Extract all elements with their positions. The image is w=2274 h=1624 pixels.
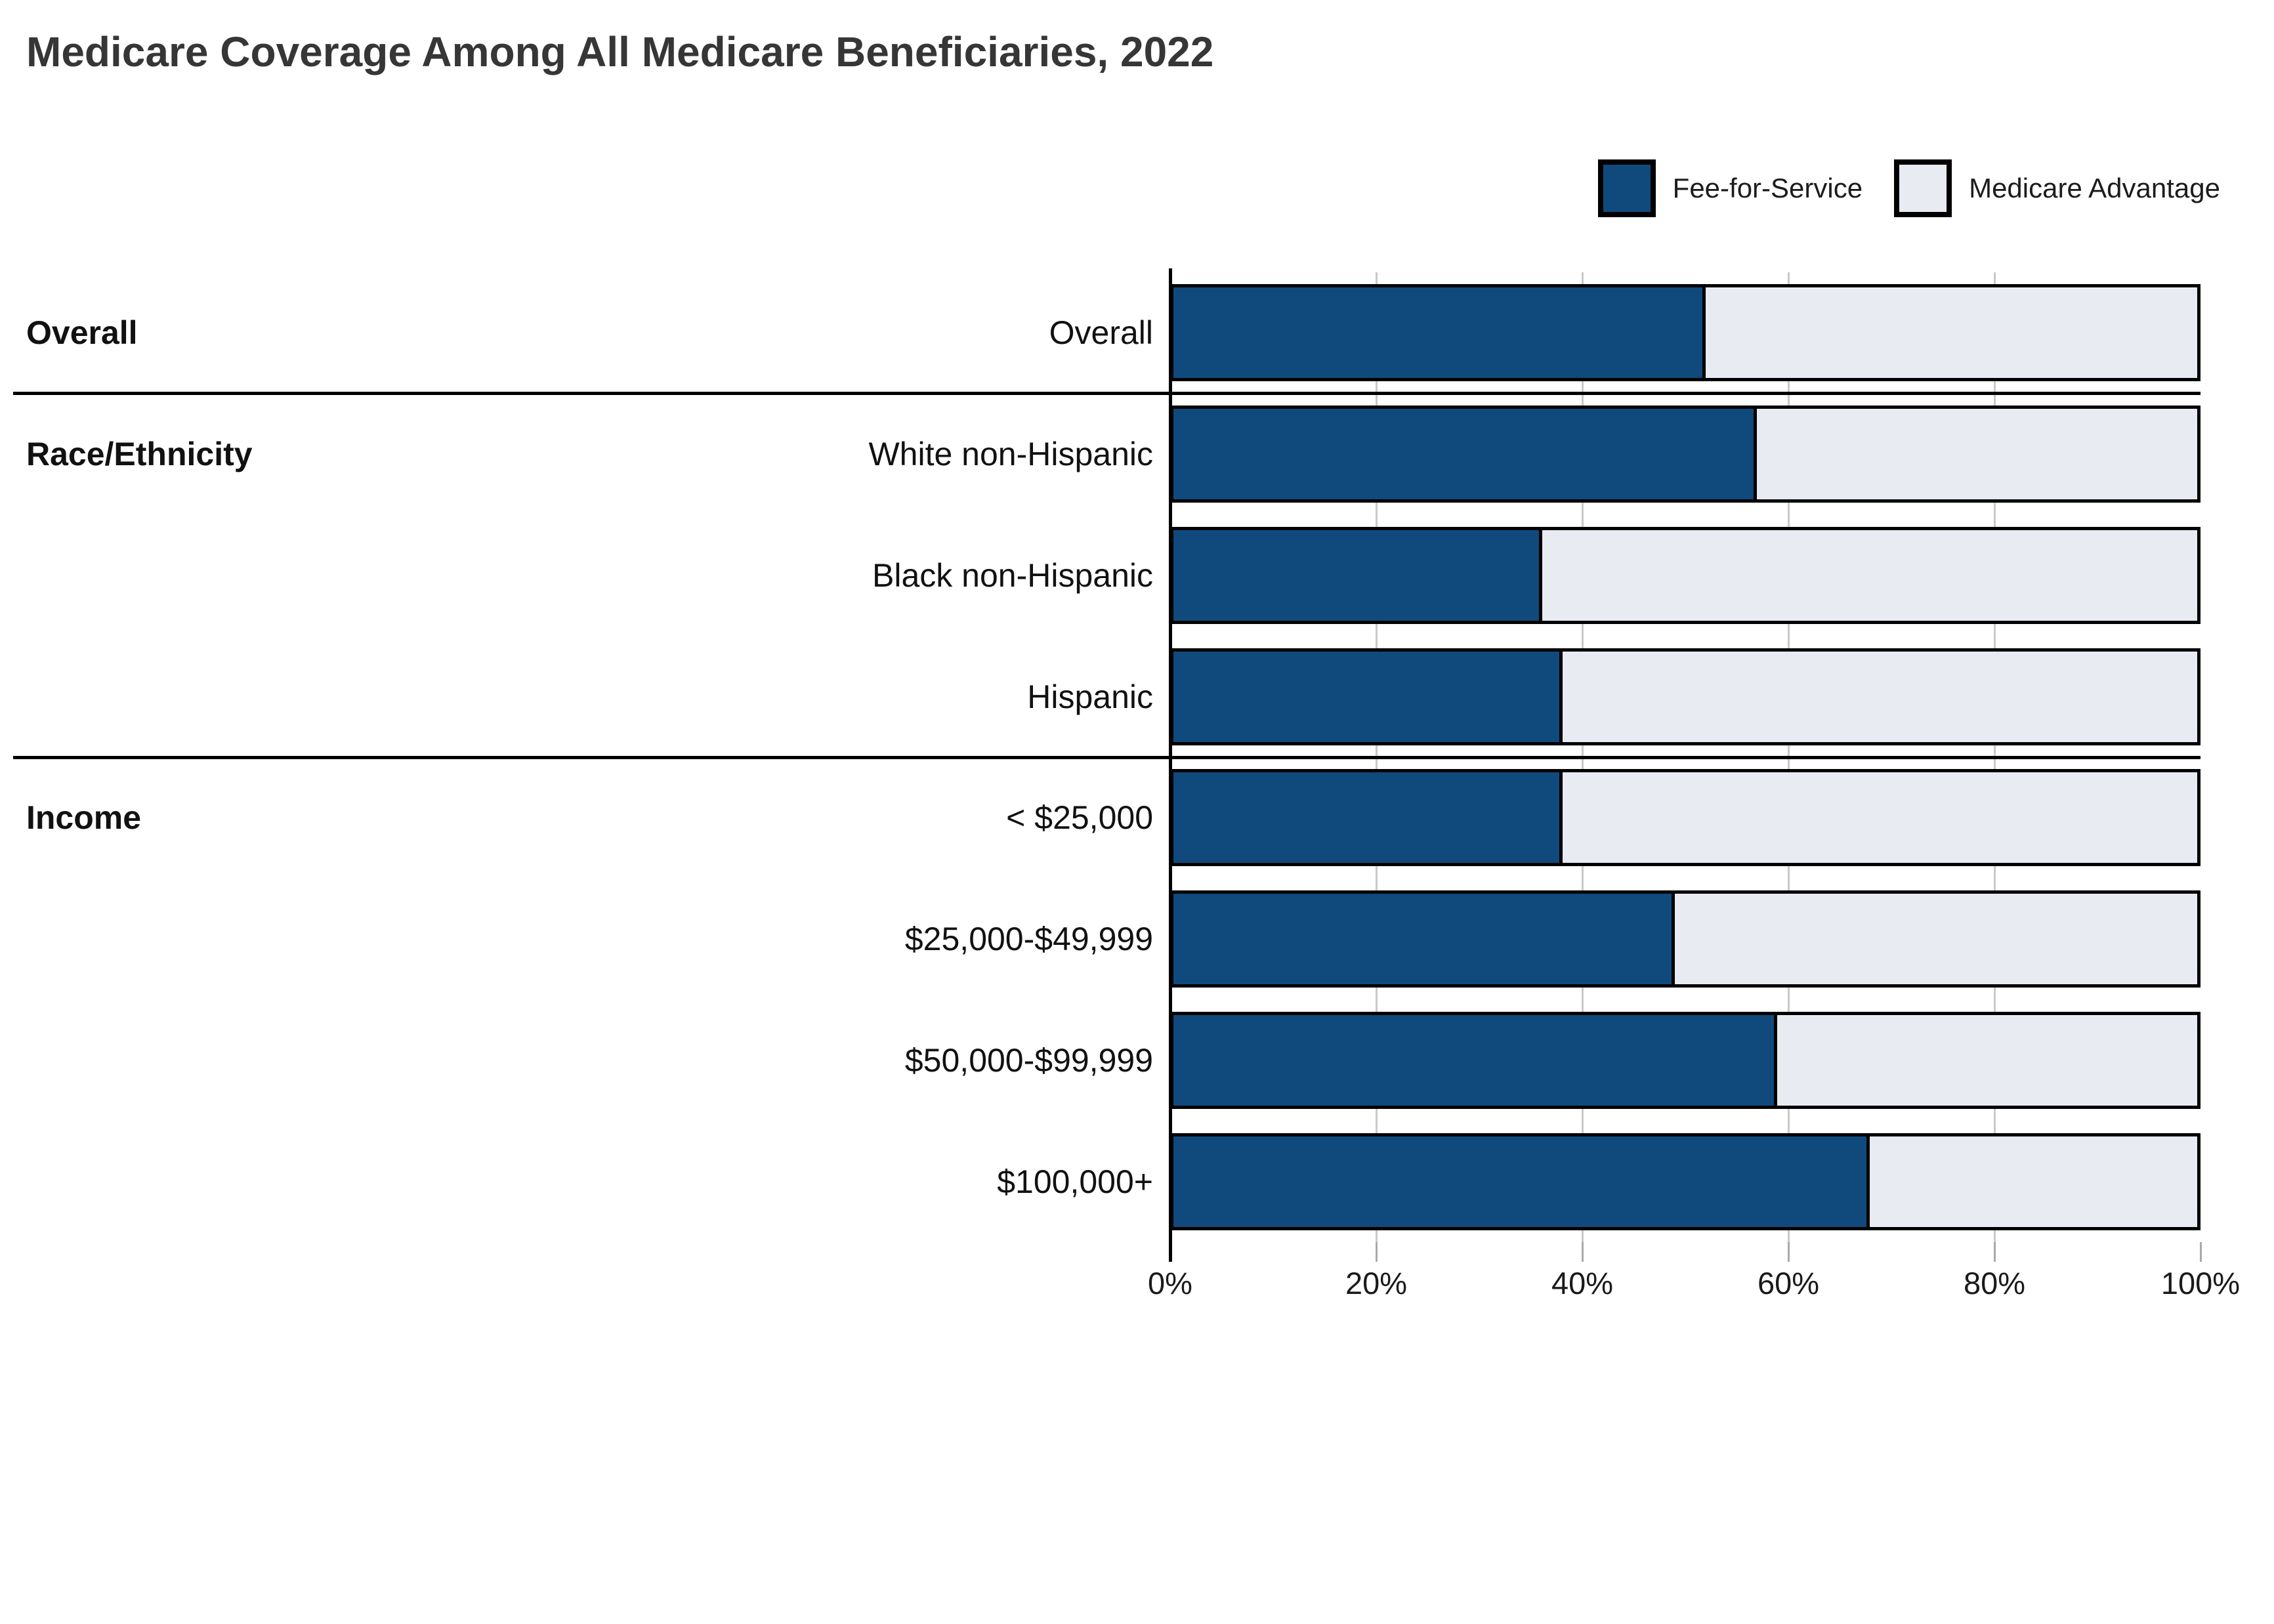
stacked-bar xyxy=(1170,526,2200,624)
chart-row: Hispanic xyxy=(0,648,2200,745)
bar-segment-medicare-advantage xyxy=(1562,772,2197,864)
bar-segment-fee-for-service xyxy=(1173,772,1563,864)
stacked-bar xyxy=(1170,284,2200,382)
chart-title: Medicare Coverage Among All Medicare Ben… xyxy=(26,28,1214,75)
chart-row: $25,000-$49,999 xyxy=(0,890,2200,988)
bar-segment-fee-for-service xyxy=(1173,530,1542,621)
x-axis-tick xyxy=(1168,1242,1172,1262)
bar-segment-fee-for-service xyxy=(1173,1136,1870,1227)
chart-canvas: Overall Overall Race/Ethnicity White non-Hi… xyxy=(0,268,2274,1348)
group-header-race-ethnicity: Race/Ethnicity xyxy=(26,436,253,473)
row-label: Overall xyxy=(1049,314,1153,352)
legend-swatch-medicare-advantage xyxy=(1894,159,1952,217)
stacked-bar xyxy=(1170,648,2200,745)
x-axis-tick xyxy=(2199,1242,2202,1262)
stacked-bar xyxy=(1170,1133,2200,1230)
bar-segment-medicare-advantage xyxy=(1542,530,2197,621)
chart-row: < $25,000 xyxy=(0,769,2200,867)
row-label: $100,000+ xyxy=(997,1163,1153,1200)
row-label: Hispanic xyxy=(1027,678,1153,715)
stacked-bar xyxy=(1170,406,2200,503)
chart-row: Overall xyxy=(0,284,2200,382)
section-divider xyxy=(13,392,2200,396)
x-axis-tick xyxy=(1993,1242,1996,1262)
bar-segment-medicare-advantage xyxy=(1675,894,2197,985)
stacked-bar xyxy=(1170,1011,2200,1109)
bar-segment-fee-for-service xyxy=(1173,287,1706,379)
x-axis-tick-label: 40% xyxy=(1551,1266,1614,1301)
legend-item-medicare-advantage: Medicare Advantage xyxy=(1894,159,2220,217)
row-label: Black non-Hispanic xyxy=(872,556,1153,594)
bar-segment-medicare-advantage xyxy=(1562,651,2197,742)
x-axis-tick xyxy=(1581,1242,1584,1262)
x-axis-tick xyxy=(1375,1242,1378,1262)
bar-segment-medicare-advantage xyxy=(1757,409,2197,500)
x-axis-tick-label: 20% xyxy=(1345,1266,1408,1301)
bar-segment-fee-for-service xyxy=(1173,409,1758,500)
chart-row: White non-Hispanic xyxy=(0,406,2200,503)
x-axis-tick-label: 60% xyxy=(1757,1266,1820,1301)
bar-segment-fee-for-service xyxy=(1173,894,1675,985)
x-axis-tick-label: 80% xyxy=(1963,1266,2026,1301)
bar-segment-medicare-advantage xyxy=(1869,1136,2197,1227)
x-axis-tick-label: 0% xyxy=(1148,1266,1192,1301)
chart-row: $100,000+ xyxy=(0,1133,2200,1230)
bar-segment-fee-for-service xyxy=(1173,1014,1778,1106)
section-divider xyxy=(13,755,2200,759)
group-header-overall: Overall xyxy=(26,314,138,352)
chart-row: Black non-Hispanic xyxy=(0,526,2200,624)
bar-segment-medicare-advantage xyxy=(1777,1014,2197,1106)
row-label: < $25,000 xyxy=(1006,799,1153,837)
chart-row: $50,000-$99,999 xyxy=(0,1011,2200,1109)
stacked-bar xyxy=(1170,890,2200,988)
x-axis-tick xyxy=(1787,1242,1790,1262)
bar-segment-medicare-advantage xyxy=(1706,287,2197,379)
bar-segment-fee-for-service xyxy=(1173,651,1563,742)
row-label: White non-Hispanic xyxy=(868,436,1153,473)
legend-item-fee-for-service: Fee-for-Service xyxy=(1597,159,1863,217)
row-label: $25,000-$49,999 xyxy=(904,921,1153,958)
x-axis-tick-label: 100% xyxy=(2160,1266,2241,1301)
row-label: $50,000-$99,999 xyxy=(904,1041,1153,1079)
group-header-income: Income xyxy=(26,799,142,837)
legend: Fee-for-Service Medicare Advantage xyxy=(1597,159,2220,217)
legend-label: Medicare Advantage xyxy=(1969,173,2220,203)
legend-swatch-fee-for-service xyxy=(1597,159,1656,217)
legend-label: Fee-for-Service xyxy=(1672,173,1863,203)
stacked-bar xyxy=(1170,769,2200,867)
